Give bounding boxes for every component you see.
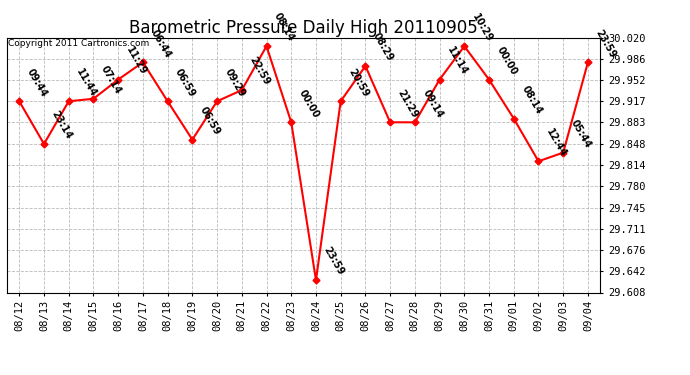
Text: 20:59: 20:59 [346,67,371,99]
Text: 09:14: 09:14 [420,88,444,120]
Text: 23:59: 23:59 [322,246,346,278]
Text: 06:59: 06:59 [173,67,197,99]
Text: 09:29: 09:29 [223,67,247,99]
Text: 11:14: 11:14 [445,45,469,77]
Text: 12:44: 12:44 [544,127,568,159]
Text: 23:14: 23:14 [50,110,74,141]
Text: 22:59: 22:59 [247,56,271,87]
Text: 08:14: 08:14 [272,11,296,44]
Text: 06:59: 06:59 [198,105,222,137]
Text: 05:44: 05:44 [569,118,593,150]
Text: 09:44: 09:44 [25,67,49,99]
Text: 21:29: 21:29 [395,88,420,120]
Text: 07:14: 07:14 [99,64,123,96]
Text: 08:29: 08:29 [371,31,395,63]
Text: 00:00: 00:00 [297,88,321,120]
Text: 10:29: 10:29 [470,12,494,44]
Text: Barometric Pressure Daily High 20110905: Barometric Pressure Daily High 20110905 [129,19,478,37]
Text: 11:29: 11:29 [124,45,148,77]
Text: 08:14: 08:14 [520,84,544,116]
Text: Copyright 2011 Cartronics.com: Copyright 2011 Cartronics.com [8,39,149,48]
Text: 23:59: 23:59 [593,28,618,60]
Text: 11:44: 11:44 [75,67,99,99]
Text: 00:00: 00:00 [495,45,519,77]
Text: 06:44: 06:44 [148,28,172,60]
